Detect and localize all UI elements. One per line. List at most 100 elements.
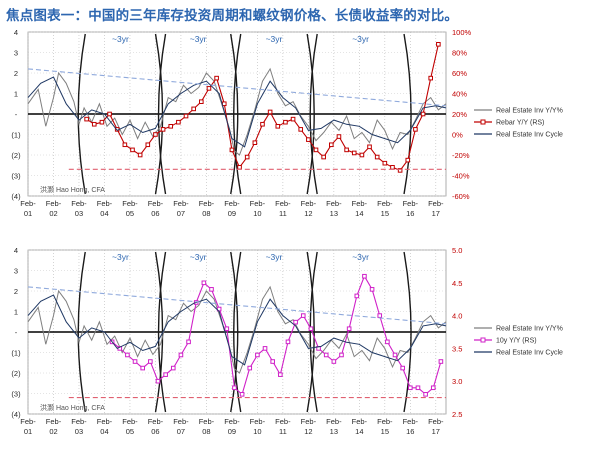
y-right-tick-label: -60% bbox=[452, 192, 470, 201]
x-tick-label: 12 bbox=[304, 209, 312, 218]
data-point bbox=[362, 273, 367, 279]
data-point bbox=[344, 147, 349, 153]
cycle-label: ~3yr bbox=[266, 252, 283, 262]
x-tick-label: 02 bbox=[49, 209, 57, 218]
data-point bbox=[331, 359, 337, 364]
y-left-tick-label: - bbox=[15, 328, 18, 337]
data-point bbox=[229, 147, 235, 153]
x-tick-label: Feb- bbox=[46, 417, 62, 426]
cycle-bracket bbox=[306, 33, 315, 195]
x-tick-label: Feb- bbox=[250, 199, 266, 208]
data-point bbox=[137, 152, 143, 158]
x-tick-label: Feb- bbox=[428, 417, 444, 426]
data-point bbox=[176, 119, 181, 125]
x-tick-label: 13 bbox=[330, 427, 338, 436]
data-point bbox=[160, 127, 166, 132]
data-point bbox=[148, 359, 153, 364]
data-point bbox=[168, 124, 174, 129]
data-point bbox=[367, 144, 372, 150]
cycle-bracket bbox=[403, 251, 412, 413]
data-point bbox=[283, 119, 288, 125]
y-right-tick-label: 5.0 bbox=[452, 246, 462, 255]
y-right-tick-label: 100% bbox=[452, 28, 472, 37]
x-tick-label: Feb- bbox=[377, 417, 393, 426]
data-point bbox=[125, 352, 130, 358]
x-tick-label: 08 bbox=[202, 427, 210, 436]
data-point bbox=[278, 372, 283, 377]
x-tick-label: Feb- bbox=[352, 417, 368, 426]
cycle-label: ~3yr bbox=[352, 252, 369, 262]
data-point bbox=[285, 339, 291, 345]
figure-heading: 焦点图表一：中国的三年库存投资周期和螺纹钢价格、长债收益率的对比。 bbox=[6, 8, 459, 24]
x-tick-label: 10 bbox=[253, 209, 261, 218]
data-point bbox=[247, 365, 253, 371]
y-left-tick-label: - bbox=[15, 110, 18, 119]
data-point bbox=[140, 365, 145, 371]
cycle-label: ~3yr bbox=[112, 252, 129, 262]
data-point bbox=[237, 165, 242, 170]
data-point bbox=[339, 352, 344, 358]
data-point bbox=[313, 147, 319, 153]
data-point bbox=[275, 124, 281, 129]
data-point bbox=[359, 152, 365, 158]
y-right-tick-label: 3.5 bbox=[452, 344, 462, 353]
x-tick-label: 12 bbox=[304, 427, 312, 436]
watermark-text: 洪灏 Hao Hong, CFA bbox=[40, 403, 105, 412]
y-left-tick-label: 2 bbox=[14, 69, 18, 78]
data-point bbox=[293, 319, 298, 325]
cycle-label: ~3yr bbox=[352, 34, 369, 44]
data-point bbox=[329, 142, 334, 148]
x-tick-label: 02 bbox=[49, 427, 57, 436]
data-point bbox=[153, 132, 158, 137]
data-point bbox=[201, 280, 207, 286]
y-right-tick-label: 40% bbox=[452, 90, 467, 99]
cycle-bracket bbox=[157, 251, 167, 413]
y-right-tick-label: 80% bbox=[452, 49, 467, 58]
data-point bbox=[423, 392, 428, 397]
y-right-tick-label: -20% bbox=[452, 151, 470, 160]
y-left-tick-label: (1) bbox=[11, 349, 21, 358]
data-point bbox=[413, 127, 418, 132]
x-tick-label: Feb- bbox=[46, 199, 62, 208]
y-left-tick-label: (2) bbox=[11, 151, 21, 160]
data-point bbox=[130, 147, 135, 153]
x-tick-label: 15 bbox=[381, 427, 389, 436]
data-point bbox=[430, 385, 436, 391]
chart-rebar: 4 3 2 1 - (1) (2) (3) (4) 100% 80% 60% 40% 20% 0% -20% -… bbox=[11, 28, 563, 218]
data-point bbox=[374, 154, 380, 160]
data-point bbox=[260, 121, 265, 127]
x-tick-label: 17 bbox=[432, 427, 440, 436]
cycle-bracket bbox=[306, 251, 315, 413]
x-tick-label: 06 bbox=[151, 427, 159, 436]
x-tick-label: 13 bbox=[330, 209, 338, 218]
data-point bbox=[209, 287, 214, 292]
data-point bbox=[321, 154, 326, 160]
y-left-tick-label: 1 bbox=[14, 308, 18, 317]
x-tick-label: Feb- bbox=[403, 199, 419, 208]
y-left-tick-label: (3) bbox=[11, 172, 21, 181]
data-point bbox=[191, 106, 196, 112]
data-point bbox=[390, 165, 395, 170]
x-tick-label: 14 bbox=[355, 209, 363, 218]
x-tick-label: 09 bbox=[228, 427, 236, 436]
series-line-real-estate-inv-y-y bbox=[27, 285, 447, 374]
data-point bbox=[239, 392, 245, 397]
y-right-tick-label: -40% bbox=[452, 172, 470, 181]
data-point bbox=[382, 160, 388, 166]
data-point bbox=[186, 339, 191, 345]
chart-rebar-panel: 4 3 2 1 - (1) (2) (3) (4) 100% 80% 60% 40% 20% 0% -20% -… bbox=[0, 26, 590, 232]
data-point bbox=[346, 326, 352, 332]
legend-entry: 10y Y/Y (RS) bbox=[496, 338, 537, 345]
x-tick-label: 05 bbox=[126, 427, 134, 436]
x-tick-label: Feb- bbox=[224, 417, 240, 426]
y-right-tick-label: 60% bbox=[452, 69, 467, 78]
x-tick-label: Feb- bbox=[275, 199, 291, 208]
y-right-tick-label: 0% bbox=[452, 131, 463, 140]
data-point bbox=[155, 378, 161, 384]
y-right-tick-label: 3.0 bbox=[452, 377, 462, 386]
data-point bbox=[91, 121, 97, 127]
x-tick-label: 08 bbox=[202, 209, 210, 218]
cycle-bracket bbox=[230, 251, 239, 413]
data-point bbox=[306, 137, 311, 142]
cycle-bracket bbox=[230, 33, 239, 195]
